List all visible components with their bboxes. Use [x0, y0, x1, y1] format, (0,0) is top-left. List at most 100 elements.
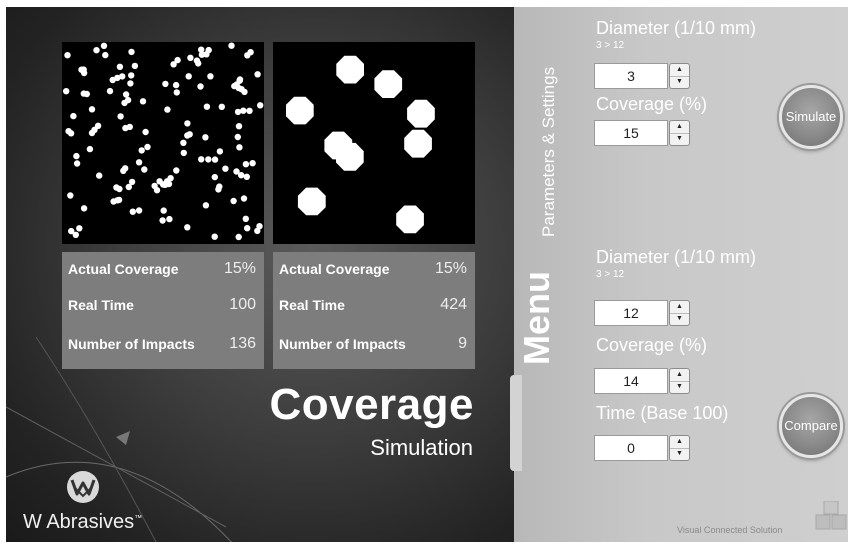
diameter-input-2[interactable]: 12	[594, 300, 668, 326]
impact-mark	[142, 128, 149, 136]
stat-label: Real Time	[279, 297, 345, 313]
impact-mark	[127, 80, 134, 87]
decrement-arrow-icon[interactable]: ▼	[676, 450, 683, 457]
stat-label: Number of Impacts	[279, 336, 406, 352]
diameter-range-2: 3 > 12	[596, 269, 625, 280]
impact-mark	[244, 225, 251, 232]
impact-mark	[254, 71, 261, 78]
impact-mark	[138, 147, 145, 154]
coverage-label-2: Coverage (%)	[596, 335, 708, 355]
impact-mark	[116, 63, 124, 70]
impact-mark	[198, 156, 205, 163]
impact-mark	[205, 156, 212, 163]
impact-mark	[159, 217, 166, 224]
decrement-arrow-icon[interactable]: ▼	[676, 78, 683, 85]
increment-arrow-icon[interactable]: ▲	[670, 436, 689, 449]
stepper-buttons[interactable]: ▲ ▼	[669, 63, 690, 89]
impact-mark	[202, 134, 209, 141]
increment-arrow-icon[interactable]: ▲	[670, 121, 689, 134]
impact-mark	[117, 113, 124, 120]
stat-label: Actual Coverage	[279, 261, 390, 277]
panel-tab-notch	[510, 375, 522, 471]
stat-row-actual-coverage: Actual Coverage 15%	[68, 258, 256, 280]
page-title: Coverage	[269, 380, 474, 429]
coverage-stepper-1[interactable]: 15 ▲ ▼	[594, 120, 692, 146]
stat-label: Number of Impacts	[68, 336, 195, 352]
impact-mark	[211, 173, 218, 181]
impact-mark	[203, 103, 211, 110]
stat-value: 424	[440, 296, 467, 313]
impact-mark	[124, 96, 132, 104]
increment-arrow-icon[interactable]: ▲	[670, 369, 689, 382]
impact-mark	[144, 143, 151, 151]
coverage-stepper-2[interactable]: 14 ▲ ▼	[594, 368, 692, 394]
impact-mark	[249, 160, 256, 167]
stepper-buttons[interactable]: ▲ ▼	[669, 368, 690, 394]
impact-mark	[93, 47, 100, 54]
stats-panel-1: Actual Coverage 15% Real Time 100 Number…	[62, 252, 264, 369]
impact-mark	[139, 98, 147, 105]
impact-mark	[96, 172, 103, 179]
impact-mark	[109, 76, 116, 84]
footer-label: Visual Connected Solution	[677, 525, 783, 535]
stat-label: Real Time	[68, 297, 134, 313]
impact-mark	[167, 175, 174, 182]
impact-mark	[72, 231, 79, 238]
impact-mark	[205, 46, 212, 54]
impact-mark	[238, 86, 245, 93]
impact-mark	[230, 197, 237, 205]
time-input[interactable]: 0	[594, 435, 668, 461]
impact-mark	[86, 145, 94, 153]
impact-mark	[73, 160, 81, 167]
impact-mark	[198, 46, 205, 53]
time-stepper[interactable]: 0 ▲ ▼	[594, 435, 692, 461]
impact-mark	[170, 61, 177, 68]
coverage-input-2[interactable]: 14	[594, 368, 668, 394]
increment-arrow-icon[interactable]: ▲	[670, 301, 689, 314]
impact-mark	[187, 54, 194, 61]
impact-mark	[324, 131, 353, 160]
impact-mark	[246, 107, 253, 115]
impact-mark	[88, 129, 96, 137]
menu-title: Menu	[519, 271, 557, 365]
impact-mark	[240, 195, 248, 202]
impact-mark	[184, 120, 191, 127]
impact-mark	[94, 122, 102, 129]
impact-mark	[78, 66, 85, 73]
decrement-arrow-icon[interactable]: ▼	[676, 135, 683, 142]
simulate-button[interactable]: Simulate	[779, 85, 843, 149]
increment-arrow-icon[interactable]: ▲	[670, 64, 689, 77]
impact-mark	[119, 73, 126, 80]
diameter-stepper-2[interactable]: 12 ▲ ▼	[594, 300, 692, 326]
impact-mark	[128, 72, 135, 79]
coverage-label-1: Coverage (%)	[596, 94, 708, 114]
impact-mark	[174, 56, 181, 64]
impact-mark	[195, 60, 202, 67]
decrement-arrow-icon[interactable]: ▼	[676, 383, 683, 390]
stat-row-actual-coverage: Actual Coverage 15%	[279, 258, 467, 280]
diameter-stepper-1[interactable]: 3 ▲ ▼	[594, 63, 692, 89]
impact-mark	[68, 227, 75, 235]
app-window: Actual Coverage 15% Real Time 100 Number…	[6, 7, 848, 542]
stat-row-number-of-impacts: Number of Impacts 9	[279, 333, 467, 355]
impact-mark	[228, 42, 235, 49]
impact-mark	[180, 139, 187, 146]
stepper-buttons[interactable]: ▲ ▼	[669, 435, 690, 461]
impact-mark	[257, 102, 264, 109]
stepper-buttons[interactable]: ▲ ▼	[669, 300, 690, 326]
impact-mark	[70, 112, 77, 120]
stepper-buttons[interactable]: ▲ ▼	[669, 120, 690, 146]
impacts-plot-1	[63, 42, 264, 241]
impact-mark	[396, 205, 424, 234]
stat-row-number-of-impacts: Number of Impacts 136	[68, 333, 256, 355]
coverage-input-1[interactable]: 15	[594, 120, 668, 146]
impact-mark	[211, 156, 219, 163]
decrement-arrow-icon[interactable]: ▼	[676, 315, 683, 322]
compare-button[interactable]: Compare	[779, 394, 843, 458]
diameter-label-1: Diameter (1/10 mm)	[596, 18, 757, 38]
impact-mark	[128, 178, 136, 186]
diameter-input-1[interactable]: 3	[594, 63, 668, 89]
diameter-label-2: Diameter (1/10 mm)	[596, 247, 757, 267]
impact-mark	[156, 178, 163, 185]
impact-mark	[120, 167, 127, 174]
